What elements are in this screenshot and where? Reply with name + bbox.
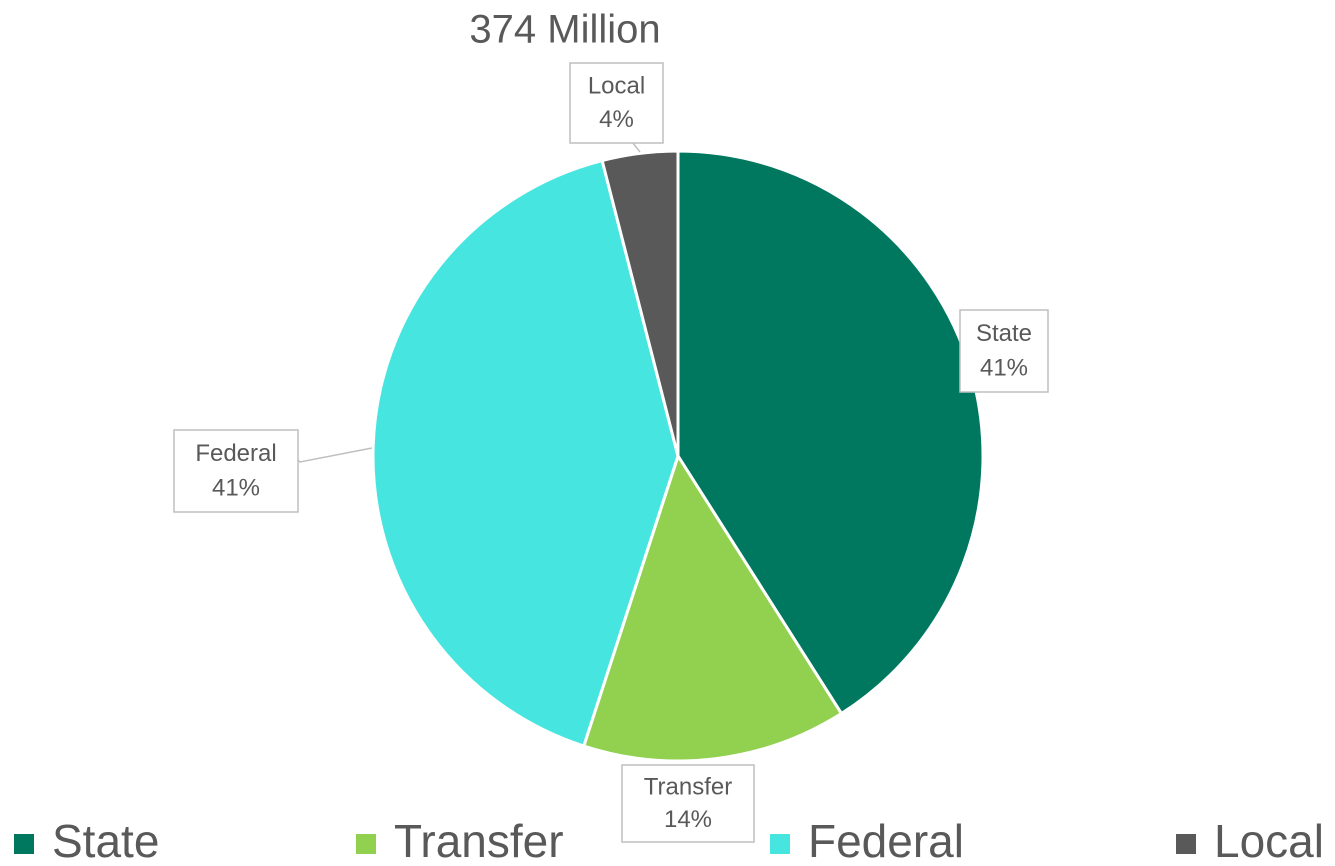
label-box: [569, 62, 664, 144]
label-box: [621, 764, 755, 843]
label-box: [173, 429, 299, 513]
legend-label: Transfer: [394, 815, 564, 866]
legend-marker: [1176, 834, 1196, 854]
label-box: [959, 309, 1049, 393]
chart-title: 374 Million: [469, 8, 660, 52]
data-label-value: 4%: [599, 106, 634, 133]
leader-line: [632, 142, 641, 153]
legend-marker: [356, 834, 376, 854]
data-label-name: Federal: [195, 440, 276, 467]
legend-label: Federal: [808, 815, 964, 866]
legend-marker: [770, 834, 790, 854]
pie-slice: [371, 158, 680, 748]
legend-marker: [14, 834, 34, 854]
data-label-name: State: [976, 320, 1032, 347]
data-label-value: 14%: [664, 806, 712, 833]
legend-label: Local: [1214, 815, 1324, 866]
data-label-name: Local: [588, 72, 645, 99]
pie-slice: [581, 452, 844, 763]
legend-label: State: [52, 815, 159, 866]
data-label-name: Transfer: [644, 773, 732, 800]
data-label-value: 41%: [212, 474, 260, 501]
pie-slice: [600, 149, 680, 457]
data-label-value: 41%: [980, 354, 1028, 381]
leader-line: [297, 447, 373, 463]
